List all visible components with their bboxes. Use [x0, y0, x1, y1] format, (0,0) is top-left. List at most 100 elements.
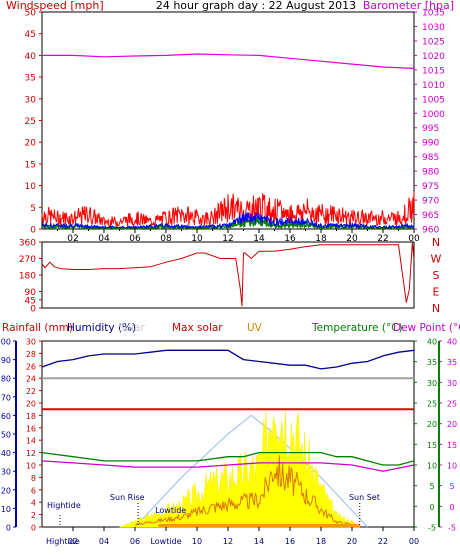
wind-x-tick-label: 12	[222, 234, 233, 244]
windspeed-axis-label: Windspeed [mph]	[6, 0, 104, 12]
dew-tick-label: 40	[447, 338, 457, 347]
wind-plot-frame	[41, 11, 415, 230]
humidity-tick-label: 70	[1, 393, 11, 402]
rain-tick-label: 6	[31, 486, 36, 495]
dew-tick-label: 0	[449, 503, 454, 512]
multi-x-tick-label: 10	[192, 537, 202, 546]
wind-left-tick-label: 25	[25, 117, 36, 127]
multi-x-tick-label: 14	[254, 537, 264, 546]
wind-left-tick-label: 50	[25, 9, 37, 19]
rain-tick-label: 0	[31, 524, 36, 533]
humidity-label: Humidity (%)	[67, 322, 136, 334]
solar-base-band	[158, 524, 360, 527]
humidity-tick-label: 60	[1, 412, 11, 421]
wind-x-tick-label: 14	[253, 234, 265, 244]
temp-tick-label: 10	[427, 462, 437, 471]
wind-x-tick-label: 04	[98, 234, 110, 244]
dir-left-tick-label: 180	[19, 272, 36, 282]
solar-area	[119, 407, 360, 528]
baro-right-tick-label: 960	[422, 226, 439, 236]
temp-tick-label: 35	[427, 358, 437, 367]
wind-x-tick-label: 20	[346, 234, 358, 244]
compass-label: S	[433, 269, 440, 282]
direction-plot-frame	[41, 241, 415, 309]
chart-title: 24 hour graph day : 22 August 2013	[156, 0, 356, 12]
rain-tick-label: 14	[26, 437, 36, 446]
humidity-tick-label: 30	[1, 468, 11, 477]
baro-right-tick-label: 990	[422, 139, 439, 149]
temp-tick-label: 25	[427, 400, 437, 409]
wind-x-tick-label: 02	[67, 234, 78, 244]
humidity-tick-label: 20	[1, 486, 11, 495]
compass-label: N	[432, 302, 440, 315]
baro-right-tick-label: 980	[422, 168, 439, 178]
wind-10min-line	[41, 216, 415, 231]
rain-tick-label: 10	[26, 462, 36, 471]
baro-right-tick-label: 985	[422, 153, 439, 163]
rainfall-label: Rainfall (mm)	[2, 322, 73, 334]
wind-left-tick-label: 30	[25, 95, 37, 105]
multi-x-tick-label: 00	[409, 537, 419, 546]
max-solar-envelope	[134, 414, 368, 528]
wind-left-tick-label: 10	[25, 182, 37, 192]
multi-x-tick-label: Hightide	[46, 537, 80, 546]
baro-right-tick-label: 1015	[422, 66, 445, 76]
annotation-hightide: Hightide	[47, 501, 81, 510]
multi-x-tick-label: 16	[285, 537, 295, 546]
wind-x-tick-label: 10	[191, 234, 203, 244]
humidity-tick-label: 80	[1, 375, 11, 384]
wind-x-tick-label: 18	[315, 234, 327, 244]
wind-left-tick-label: 5	[30, 204, 36, 214]
rain-tick-label: 28	[26, 350, 36, 359]
dew-tick-label: 25	[447, 400, 457, 409]
baro-right-tick-label: 995	[422, 124, 439, 134]
wind-average-line	[41, 212, 415, 230]
temp-tick-label: 5	[429, 482, 434, 491]
dir-left-tick-label: 45	[25, 296, 36, 306]
humidity-tick-label: 90	[1, 356, 11, 365]
dew-tick-label: 30	[447, 379, 457, 388]
temp-tick-label: -5	[428, 524, 436, 533]
compass-label: N	[432, 236, 440, 249]
uv-label: UV	[247, 322, 263, 334]
temperature-line	[41, 451, 415, 466]
wind-x-tick-label: 06	[129, 234, 141, 244]
wind-gust-line	[41, 191, 415, 228]
temp-tick-label: 30	[427, 379, 437, 388]
wind-left-tick-label: 0	[30, 226, 36, 236]
wind-left-ticks: 0 5 10 15 20 25 30 35 40 45 50	[25, 9, 42, 236]
rain-tick-label: 4	[31, 499, 36, 508]
multi-annotations: Hightide Sun Rise Lowtide Sun Set	[47, 493, 380, 527]
dew-tick-label: 20	[447, 420, 457, 429]
rain-tick-label: 8	[31, 474, 36, 483]
baro-right-tick-label: 1000	[422, 110, 445, 120]
humidity-tick-label: 40	[1, 449, 11, 458]
wind-left-tick-label: 20	[25, 139, 37, 149]
wind-left-tick-label: 35	[25, 74, 36, 84]
multi-x-tick-label: 20	[347, 537, 357, 546]
solar-label: Solar	[118, 322, 145, 334]
baro-right-tick-label: 1035	[422, 9, 445, 19]
multi-x-tick-label: Lowtide	[150, 537, 181, 546]
dew-tick-label: 15	[447, 441, 457, 450]
humidity-tick-label: 10	[1, 505, 11, 514]
dew-tick-label: 5	[449, 482, 454, 491]
humidity-tick-label: 50	[1, 431, 11, 440]
compass-label: W	[431, 253, 442, 266]
multi-series	[41, 349, 415, 528]
barometer-axis-label: Barometer [hpa]	[363, 0, 454, 12]
humidity-tick-label: 100	[0, 338, 11, 347]
wind-x-tick-label: 22	[377, 234, 388, 244]
humidity-line	[41, 349, 415, 370]
wind-x-tick-label: 16	[284, 234, 296, 244]
temp-tick-label: 15	[427, 441, 437, 450]
barometer-right-ticks: 960 965 970 975 980 985 990 995 1000 1005 1010 1015…	[414, 9, 445, 236]
rain-tick-label: 22	[26, 387, 36, 396]
baro-right-tick-label: 1030	[422, 23, 445, 33]
multi-x-tick-label: 02	[68, 537, 78, 546]
wind-x-tick-label: 08	[160, 234, 172, 244]
wind-x-tick-label: 00	[408, 234, 420, 244]
dir-left-tick-label: 270	[19, 255, 36, 265]
